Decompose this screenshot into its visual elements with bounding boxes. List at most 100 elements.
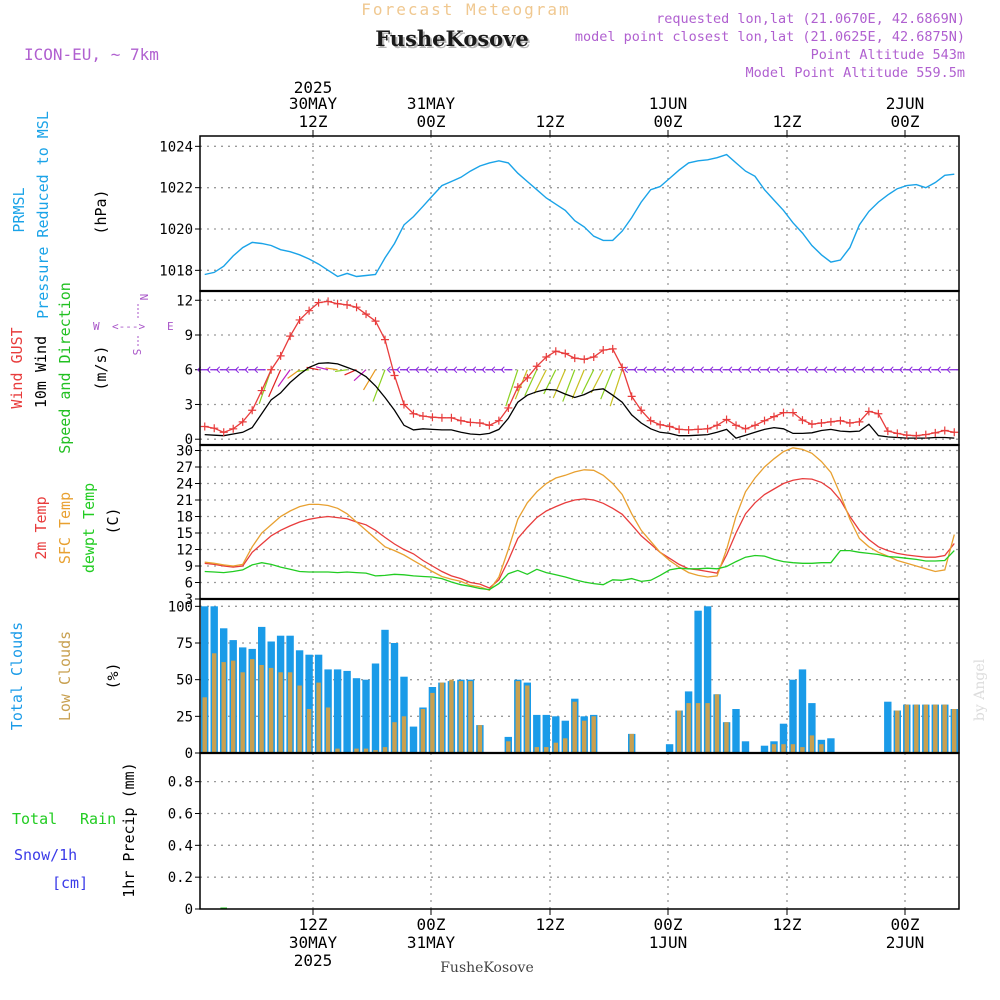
low-cloud-bar: [202, 697, 207, 753]
location-title: FusheKosove: [377, 28, 530, 53]
total-cloud-bar: [533, 714, 541, 753]
wind-barb-head: [842, 366, 847, 374]
top-tick-date-5: 2JUN: [886, 94, 925, 113]
total-cloud-bar: [884, 701, 892, 753]
gust-point: [343, 300, 352, 309]
gust-point: [210, 424, 219, 433]
low-cloud-bar: [544, 747, 549, 753]
gust-point: [532, 362, 541, 371]
low-cloud-bar: [933, 704, 938, 753]
clouds-unit: (%): [104, 662, 122, 689]
wind-barb-head: [690, 366, 695, 374]
wind-barb-head: [775, 366, 780, 374]
wind-barb-head: [472, 366, 477, 374]
gust-point: [845, 419, 854, 427]
wind-line: [204, 362, 955, 439]
gust-point: [779, 408, 788, 417]
wind-hatch: [552, 369, 566, 399]
total-cloud-bar: [390, 643, 399, 753]
ytick-label-0: 3: [185, 592, 193, 608]
wind-barb-head: [206, 366, 211, 374]
wind-barb-head: [728, 366, 733, 374]
bottom-tick-hour-1: 00Z: [417, 915, 446, 934]
low-cloud-bar: [819, 744, 824, 753]
wind-barb-head: [823, 366, 828, 374]
wind-barb-head: [462, 366, 467, 374]
wind-barb-head: [785, 366, 790, 374]
gust-point: [200, 422, 209, 431]
closest-coords: model point closest lon,lat (21.0625E, 4…: [575, 29, 965, 45]
low-cloud-bar: [771, 744, 777, 753]
precip-rain-label: Rain: [80, 810, 116, 828]
gust-point: [371, 317, 380, 326]
ytick-label-3: 0.6: [168, 806, 193, 822]
wind-unit: (m/s): [92, 345, 110, 390]
wind-barb-head: [481, 366, 486, 374]
gust-point: [475, 419, 484, 427]
low-cloud-bar: [297, 685, 302, 753]
low-cloud-bar: [458, 681, 464, 753]
wind-barb-head: [946, 366, 951, 374]
gust-point: [238, 417, 247, 426]
gust-point: [751, 421, 760, 430]
ytick-label-3: 75: [176, 636, 193, 652]
ytick-label-4: 100: [168, 599, 193, 615]
wind-hatch: [268, 369, 282, 398]
top-tick-hour-2: 12Z: [536, 112, 565, 131]
panel-border-2: [199, 444, 960, 600]
panel-0: 1018 1020 1022 1024: [159, 136, 959, 291]
requested-coords: requested lon,lat (21.0670E, 42.6869N): [656, 11, 965, 27]
gust-point: [950, 428, 959, 437]
gust-point: [352, 303, 361, 312]
ytick-label-1: 1020: [159, 222, 193, 238]
top-tick-year: 2025: [294, 78, 333, 97]
dewpt-line: [204, 549, 955, 591]
low-cloud-bar: [354, 748, 359, 753]
gust-point: [428, 413, 437, 422]
ytick-label-2: 50: [176, 673, 193, 689]
gust-point: [248, 406, 257, 415]
wind-barb-head: [804, 366, 809, 374]
total-cloud-bar: [665, 744, 674, 753]
gust-point: [295, 315, 304, 324]
wind-hatch: [325, 367, 338, 371]
gust-point: [618, 363, 627, 372]
total-cloud-bar: [381, 629, 389, 753]
total-cloud-bar: [542, 714, 550, 753]
top-tick-hour-0: 12Z: [299, 112, 328, 131]
wind-barb-head: [661, 366, 666, 374]
gust-point: [713, 421, 722, 430]
gust-point: [314, 298, 323, 307]
total-cloud-bar: [333, 669, 342, 753]
ytick-label-4: 0.8: [168, 775, 193, 791]
gust-point: [675, 425, 684, 434]
low-cloud-bar: [231, 660, 236, 753]
sfc-line: [204, 447, 955, 591]
low-cloud-bar: [695, 703, 701, 753]
total-clouds-label: Total Clouds: [8, 622, 26, 730]
total-cloud-bar: [371, 663, 380, 753]
low-cloud-bar: [250, 659, 255, 753]
wind-hatch: [315, 366, 329, 371]
gust-point: [921, 430, 930, 439]
low-cloud-bar: [676, 710, 682, 753]
gust-point: [940, 426, 949, 435]
low-cloud-bar: [515, 681, 520, 753]
wind-barb-head: [453, 366, 458, 374]
wind-barb-head: [813, 366, 818, 374]
gust-point: [456, 416, 465, 425]
gust-point: [874, 409, 883, 418]
gust-point: [390, 371, 399, 380]
low-cloud-bar: [714, 694, 720, 753]
wind-hatch: [533, 369, 547, 394]
low-cloud-bar: [401, 716, 407, 753]
gust-point: [381, 335, 390, 344]
bottom-tick-hour-0: 12Z: [299, 915, 328, 934]
meteogram-subtitle: Forecast Meteogram: [361, 0, 570, 19]
low-cloud-bar: [212, 653, 217, 753]
wind-barb-head: [415, 366, 420, 374]
gust-point: [466, 418, 475, 427]
wind-barb-head: [225, 366, 230, 374]
total-cloud-bar: [352, 678, 361, 753]
